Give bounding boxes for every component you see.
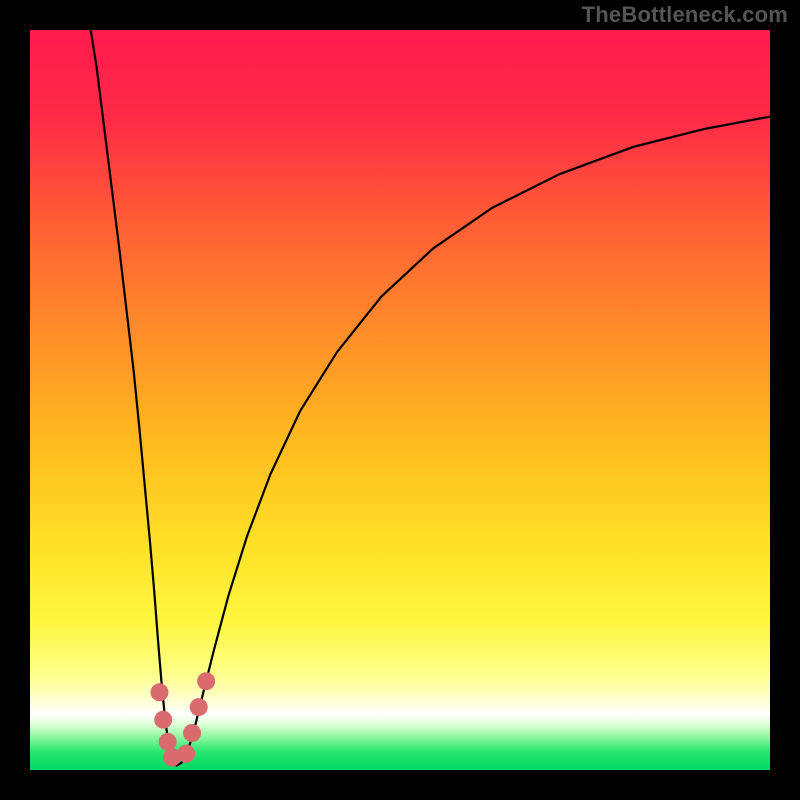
bottleneck-curve-chart — [0, 0, 800, 800]
chart-container: TheBottleneck.com — [0, 0, 800, 800]
curve-marker — [151, 683, 169, 701]
curve-marker — [190, 698, 208, 716]
curve-marker — [154, 711, 172, 729]
curve-marker — [177, 745, 195, 763]
curve-marker — [159, 733, 177, 751]
curve-marker — [183, 724, 201, 742]
curve-marker — [197, 672, 215, 690]
watermark-text: TheBottleneck.com — [582, 2, 788, 28]
